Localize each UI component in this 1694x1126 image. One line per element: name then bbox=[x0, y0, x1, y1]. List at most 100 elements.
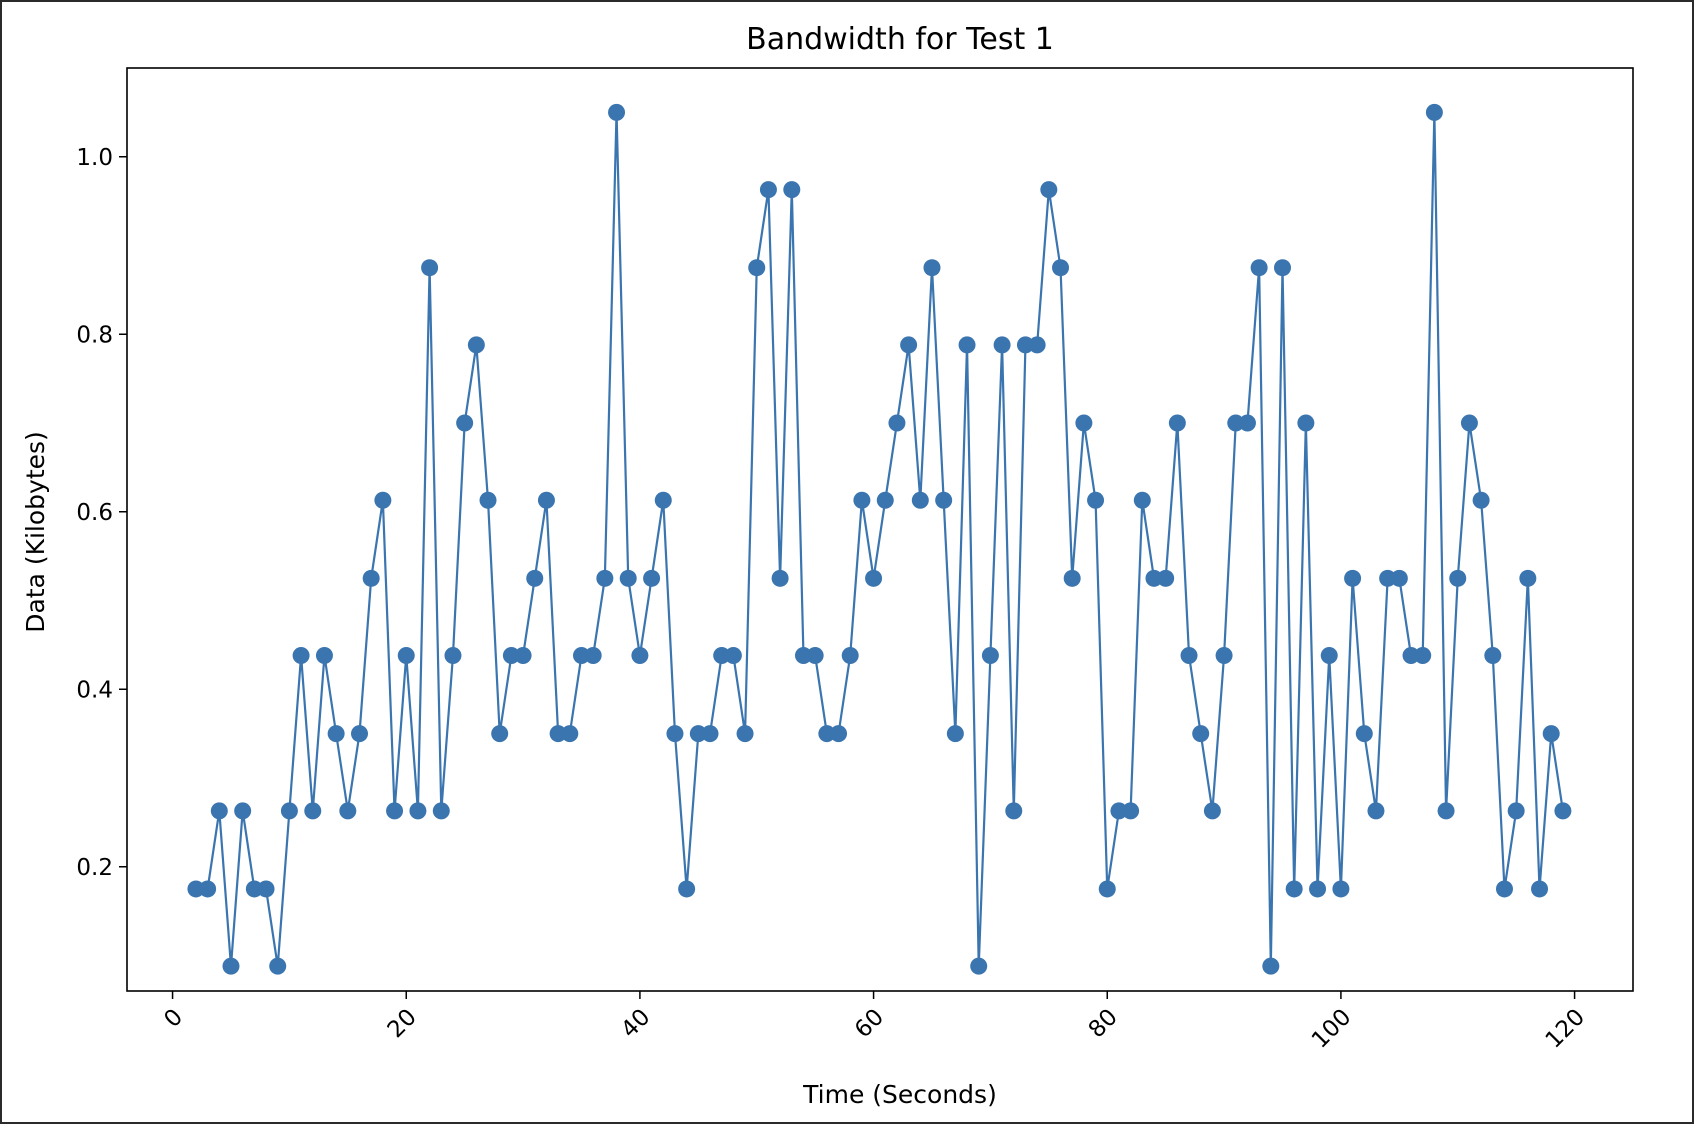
data-point bbox=[1203, 802, 1221, 820]
data-point bbox=[362, 569, 380, 587]
data-point bbox=[386, 802, 404, 820]
data-point bbox=[222, 957, 240, 975]
data-point bbox=[701, 725, 719, 743]
data-point bbox=[1168, 414, 1186, 432]
y-tick-label: 0.4 bbox=[76, 677, 113, 703]
x-tick-label: 0 bbox=[159, 1004, 188, 1033]
data-point bbox=[1016, 336, 1034, 354]
data-point bbox=[759, 181, 777, 199]
data-point bbox=[234, 802, 252, 820]
data-point bbox=[1028, 336, 1046, 354]
data-point bbox=[911, 491, 929, 509]
data-point bbox=[456, 414, 474, 432]
x-tick-label: 80 bbox=[1084, 1004, 1123, 1043]
data-point bbox=[280, 802, 298, 820]
x-tick-label: 100 bbox=[1307, 1004, 1356, 1053]
data-point bbox=[596, 569, 614, 587]
data-point bbox=[1005, 802, 1023, 820]
data-point bbox=[1309, 880, 1327, 898]
data-point bbox=[397, 647, 415, 665]
data-point bbox=[748, 259, 766, 277]
data-point bbox=[619, 569, 637, 587]
data-point bbox=[1425, 103, 1443, 121]
data-point bbox=[1367, 802, 1385, 820]
data-point bbox=[210, 802, 228, 820]
data-point bbox=[549, 725, 567, 743]
data-point bbox=[1402, 647, 1420, 665]
data-point bbox=[572, 647, 590, 665]
data-point bbox=[502, 647, 520, 665]
data-point bbox=[689, 725, 707, 743]
data-point bbox=[806, 647, 824, 665]
x-tick-label: 120 bbox=[1541, 1004, 1590, 1053]
data-point bbox=[479, 491, 497, 509]
data-point bbox=[1273, 259, 1291, 277]
y-axis-ticks: 0.2 0.4 0.6 0.8 1.0 bbox=[76, 145, 127, 881]
data-point bbox=[713, 647, 731, 665]
data-point bbox=[818, 725, 836, 743]
data-point bbox=[1063, 569, 1081, 587]
data-point bbox=[1320, 647, 1338, 665]
data-point bbox=[584, 647, 602, 665]
plot-area-frame bbox=[126, 67, 1634, 992]
data-point bbox=[1519, 569, 1537, 587]
data-point bbox=[993, 336, 1011, 354]
data-point bbox=[245, 880, 263, 898]
data-point bbox=[1495, 880, 1513, 898]
data-point bbox=[643, 569, 661, 587]
data-point bbox=[1250, 259, 1268, 277]
data-point bbox=[315, 647, 333, 665]
data-point bbox=[1133, 491, 1151, 509]
data-point bbox=[304, 802, 322, 820]
data-point bbox=[257, 880, 275, 898]
data-point bbox=[1414, 647, 1432, 665]
data-point bbox=[900, 336, 918, 354]
data-point bbox=[409, 802, 427, 820]
data-point bbox=[491, 725, 509, 743]
data-point bbox=[1180, 647, 1198, 665]
x-tick-label: 20 bbox=[383, 1004, 422, 1043]
data-point bbox=[1344, 569, 1362, 587]
data-point bbox=[1087, 491, 1105, 509]
data-point bbox=[888, 414, 906, 432]
data-point bbox=[1460, 414, 1478, 432]
data-point bbox=[771, 569, 789, 587]
data-point bbox=[537, 491, 555, 509]
data-point bbox=[526, 569, 544, 587]
data-point bbox=[1285, 880, 1303, 898]
data-point bbox=[678, 880, 696, 898]
data-point bbox=[666, 725, 684, 743]
data-point bbox=[1542, 725, 1560, 743]
data-point bbox=[1052, 259, 1070, 277]
data-point bbox=[1390, 569, 1408, 587]
data-point bbox=[970, 957, 988, 975]
data-point bbox=[1355, 725, 1373, 743]
data-point bbox=[1192, 725, 1210, 743]
y-tick-label: 0.2 bbox=[76, 855, 113, 881]
data-point bbox=[199, 880, 217, 898]
data-point bbox=[841, 647, 859, 665]
data-point bbox=[724, 647, 742, 665]
data-point bbox=[187, 880, 205, 898]
data-point bbox=[339, 802, 357, 820]
data-point bbox=[269, 957, 287, 975]
data-point bbox=[1554, 802, 1572, 820]
data-point bbox=[1122, 802, 1140, 820]
data-point bbox=[1484, 647, 1502, 665]
data-point bbox=[1379, 569, 1397, 587]
chart-title: Bandwidth for Test 1 bbox=[746, 22, 1054, 57]
data-point bbox=[374, 491, 392, 509]
data-point bbox=[958, 336, 976, 354]
data-point bbox=[865, 569, 883, 587]
data-point bbox=[1215, 647, 1233, 665]
data-point bbox=[327, 725, 345, 743]
y-tick-label: 0.6 bbox=[76, 500, 113, 526]
data-point bbox=[853, 491, 871, 509]
data-point bbox=[432, 802, 450, 820]
data-point bbox=[1507, 802, 1525, 820]
data-point bbox=[1075, 414, 1093, 432]
data-point bbox=[561, 725, 579, 743]
series-layer bbox=[187, 103, 1572, 975]
